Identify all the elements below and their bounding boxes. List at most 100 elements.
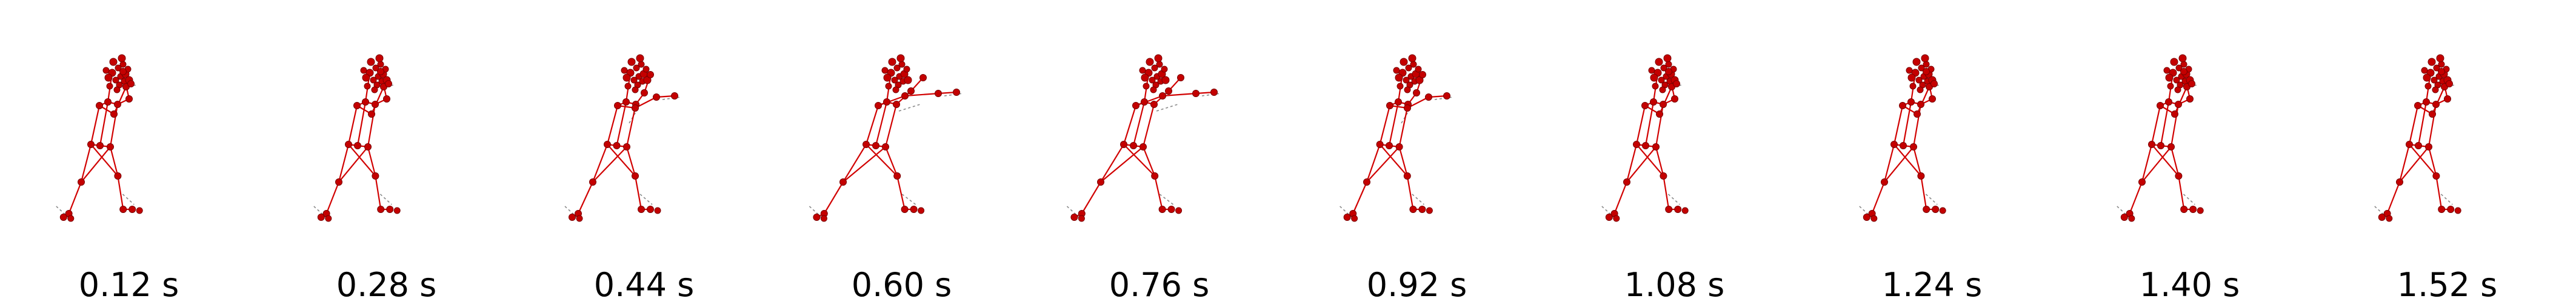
skeleton-joint [589,178,596,186]
head-keypoint [630,76,638,84]
frame-time-label: 0.12 s [78,266,179,304]
skeleton-joint [128,206,136,213]
head-keypoints [1139,54,1170,93]
skeleton-bone [626,146,636,177]
foot-keypoint [1613,215,1620,222]
skeleton-figure [2117,54,2204,222]
head-keypoint [2174,86,2181,93]
head-keypoint [1161,76,1170,84]
skeleton-joints [59,68,143,222]
skeleton-joint [364,143,372,150]
skeleton-joint [2432,101,2440,108]
skeleton-joint [813,214,821,221]
head-keypoint [1918,64,1925,72]
skeleton-bone [1406,175,1414,210]
skeleton-joint [2186,95,2194,103]
frame-time-label: 0.44 s [593,266,695,304]
skeleton-joint [569,214,576,221]
skeleton-bone [2428,146,2437,177]
head-keypoint [2170,58,2178,66]
skeleton-joint [1425,93,1432,101]
skeleton-joint [1130,142,1137,149]
head-keypoint [2167,83,2174,90]
skeleton-bone [2399,146,2429,183]
skeleton-joint [1403,172,1411,180]
skeleton-joint [632,172,639,180]
head-keypoint [904,76,912,84]
predicted-bone [809,206,823,219]
pose-frame: 0.28 s [258,0,515,303]
head-keypoint [102,67,110,74]
skeleton-joint [96,102,103,109]
skeleton-bone [1655,146,1664,177]
skeleton-bone [2160,101,2170,146]
skeleton-bone [578,181,593,214]
head-keypoint [104,73,113,82]
head-keypoint [1906,67,1913,74]
head-keypoint [1405,64,1412,72]
skeleton-joint [1192,90,1200,97]
head-keypoint [364,83,371,90]
skeleton-joint [1132,102,1140,109]
head-keypoint [360,67,367,74]
skeleton-joint [96,142,104,149]
head-keypoint [638,61,645,68]
skeleton-bone [1123,105,1137,145]
head-keypoint [624,83,632,90]
skeleton-joint [2414,102,2421,109]
skeleton-joint [345,141,352,148]
head-keypoint [1909,83,1917,90]
head-keypoint [2431,76,2438,84]
skeleton-bone [2408,105,2419,145]
foot-keypoint [918,207,925,214]
head-keypoint [1415,66,1422,73]
skeleton-bone [1142,104,1155,147]
skeleton-bone [1916,86,1930,115]
head-keypoint [633,64,640,72]
pose-frame: 1.40 s [2061,0,2318,303]
skeleton-bone [904,92,939,97]
skeleton-figure [2374,54,2461,222]
head-keypoint [2173,76,2180,84]
skeleton-joint [1932,206,1940,213]
skeleton-joint [893,172,901,180]
skeleton-joints [2378,68,2461,222]
head-keypoint [1400,58,1408,66]
head-keypoint [2433,64,2440,72]
pose-frame: 1.08 s [1546,0,1803,303]
skeleton-joint [119,68,127,75]
skeleton-bone [1379,105,1391,145]
foot-keypoint [820,215,827,222]
skeleton-joint [882,143,889,150]
skeleton-joint [1165,87,1172,95]
head-keypoint [2165,73,2174,82]
skeleton-joint [104,98,112,106]
skeleton-bone [370,86,385,115]
frame-time-label: 1.24 s [1881,266,1983,304]
predicted-bone [898,104,921,112]
skeleton-joint [2444,95,2451,103]
head-keypoint [1907,73,1916,82]
head-keypoint [2163,67,2171,74]
skeleton-joint [59,214,67,221]
skeleton-bone [1636,144,1664,177]
skeleton-bone [2141,146,2172,183]
skeleton-bone [2170,146,2180,177]
head-keypoint [113,86,121,93]
skeleton-joint [2180,68,2187,75]
skeleton-joint [1159,92,1166,100]
predicted-bone [122,194,135,205]
skeleton-bone [1081,181,1101,214]
skeleton-bone [1902,101,1912,146]
skeleton-bone [2141,144,2153,183]
foot-keypoint [1078,215,1085,222]
skeleton-joint [1652,143,1660,150]
skeleton-joint [872,142,879,149]
skeleton-bone [109,146,119,177]
skeleton-bone [356,101,367,146]
head-keypoint [1912,58,1921,66]
frame-time-label: 1.08 s [1624,266,1725,304]
skeleton-joint [1404,104,1411,112]
skeleton-joints [569,71,678,222]
head-keypoint [1395,73,1403,82]
